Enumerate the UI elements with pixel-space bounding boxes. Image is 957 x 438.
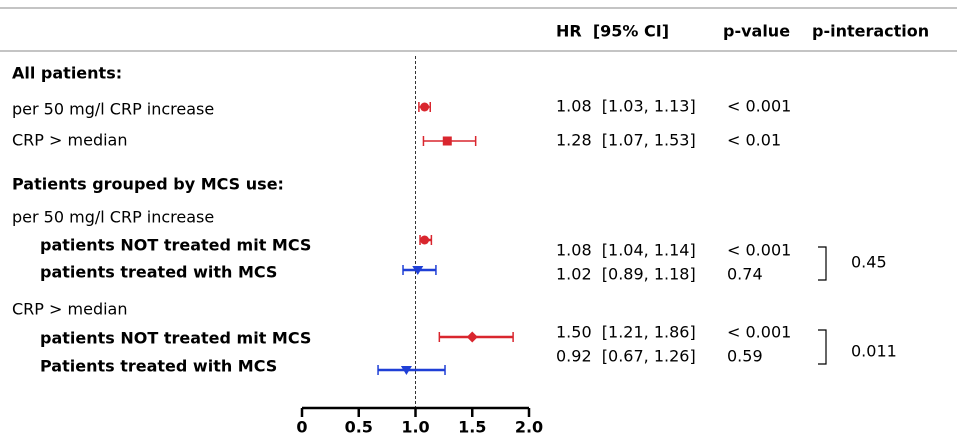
point-estimate bbox=[412, 266, 424, 275]
point-estimate bbox=[466, 331, 478, 343]
estimate-text: 1.28 [1.07, 1.53] bbox=[556, 131, 696, 150]
row-label: Patients grouped by MCS use: bbox=[12, 175, 284, 194]
p-value: < 0.001 bbox=[727, 323, 791, 342]
row-label: per 50 mg/l CRP increase bbox=[12, 100, 214, 119]
p-value: < 0.01 bbox=[727, 131, 781, 150]
point-estimate bbox=[400, 366, 412, 375]
x-tick-label: 0.5 bbox=[345, 418, 373, 437]
p-value: < 0.001 bbox=[727, 241, 791, 260]
point-estimate bbox=[420, 235, 430, 245]
x-tick-label: 1.5 bbox=[458, 418, 486, 437]
estimate-text: 1.02 [0.89, 1.18] bbox=[556, 265, 696, 284]
x-tick-label: 0 bbox=[296, 418, 307, 437]
p-interaction: 0.45 bbox=[851, 253, 887, 272]
p-value: 0.74 bbox=[727, 265, 763, 284]
estimate-text: 0.92 [0.67, 1.26] bbox=[556, 347, 696, 366]
estimate-text: 1.50 [1.21, 1.86] bbox=[556, 323, 696, 342]
p-interaction: 0.011 bbox=[851, 342, 897, 361]
point-estimate bbox=[442, 136, 452, 146]
row-label: patients treated with MCS bbox=[40, 263, 277, 282]
row-label: CRP > median bbox=[12, 131, 128, 150]
row-label: per 50 mg/l CRP increase bbox=[12, 208, 214, 227]
row-label: patients NOT treated mit MCS bbox=[40, 236, 311, 255]
x-tick-label: 1.0 bbox=[401, 418, 429, 437]
x-tick-label: 2.0 bbox=[515, 418, 543, 437]
row-label: Patients treated with MCS bbox=[40, 357, 277, 376]
p-value: < 0.001 bbox=[727, 97, 791, 116]
bracket bbox=[818, 329, 827, 365]
column-header: HR [95% CI] bbox=[556, 22, 669, 41]
estimate-text: 1.08 [1.04, 1.14] bbox=[556, 241, 696, 260]
p-value: 0.59 bbox=[727, 347, 763, 366]
row-label: patients NOT treated mit MCS bbox=[40, 329, 311, 348]
row-label: All patients: bbox=[12, 64, 122, 83]
bracket bbox=[818, 246, 827, 281]
estimate-text: 1.08 [1.03, 1.13] bbox=[556, 97, 696, 116]
point-estimate bbox=[420, 102, 430, 112]
column-header: p-value bbox=[723, 22, 790, 41]
row-label: CRP > median bbox=[12, 300, 128, 319]
column-header: p-interaction bbox=[812, 22, 929, 41]
